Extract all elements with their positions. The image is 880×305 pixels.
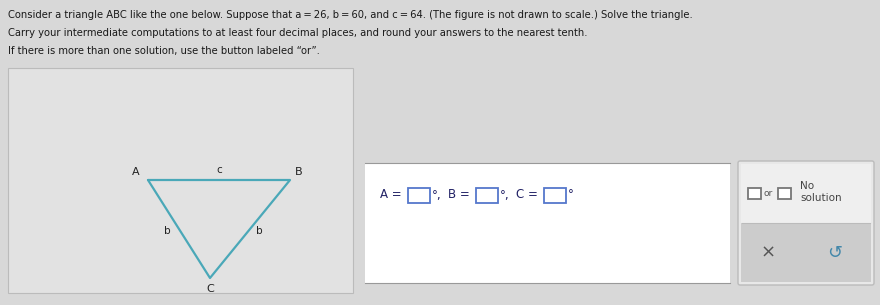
- Text: A =: A =: [380, 188, 401, 202]
- Text: b: b: [256, 226, 262, 236]
- Text: °,: °,: [500, 188, 510, 202]
- Text: C: C: [206, 284, 214, 294]
- Text: C =: C =: [516, 188, 538, 202]
- Text: B =: B =: [448, 188, 470, 202]
- Text: or: or: [763, 188, 773, 198]
- Bar: [741, 164, 871, 223]
- Text: If there is more than one solution, use the button labeled “or”.: If there is more than one solution, use …: [8, 46, 319, 56]
- Text: A: A: [132, 167, 140, 177]
- Bar: [476, 188, 498, 203]
- Bar: [778, 188, 790, 199]
- Bar: [408, 188, 430, 203]
- Text: solution: solution: [800, 193, 841, 203]
- Text: Consider a triangle ABC like the one below. Suppose that a = 26, b = 60, and c =: Consider a triangle ABC like the one bel…: [8, 10, 693, 20]
- Text: B: B: [295, 167, 303, 177]
- Text: b: b: [165, 226, 171, 236]
- Bar: [747, 188, 760, 199]
- Text: °,: °,: [432, 188, 442, 202]
- Text: c: c: [216, 165, 222, 175]
- Bar: [8, 68, 353, 293]
- Bar: [365, 163, 730, 283]
- Text: No: No: [800, 181, 814, 191]
- Bar: [741, 223, 871, 282]
- FancyBboxPatch shape: [738, 161, 874, 285]
- Text: ×: ×: [760, 244, 775, 262]
- Text: Carry your intermediate computations to at least four decimal places, and round : Carry your intermediate computations to …: [8, 28, 588, 38]
- Text: ↺: ↺: [827, 244, 842, 262]
- Text: °: °: [568, 188, 574, 202]
- Bar: [544, 188, 566, 203]
